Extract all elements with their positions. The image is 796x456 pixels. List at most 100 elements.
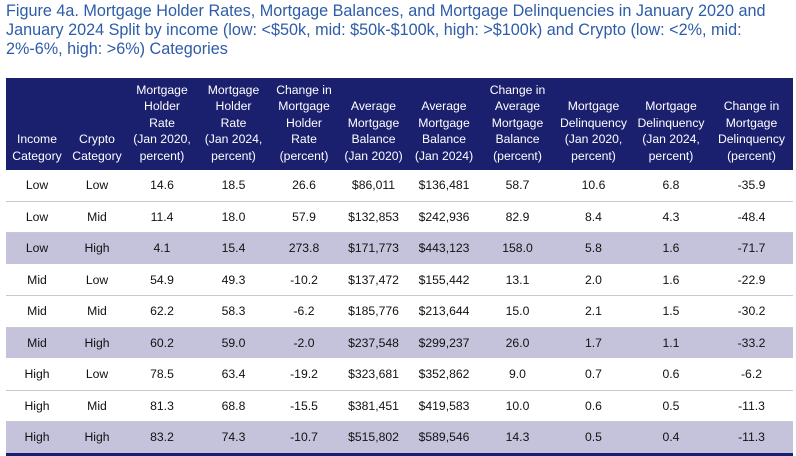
cell-delinquency-2024: 4.3 [632, 201, 710, 233]
data-table: Income Category Crypto Category Mortgage Hold… [6, 78, 793, 456]
cell-avg-balance-2020: $381,451 [339, 390, 408, 422]
cell-avg-balance-2020: $171,773 [339, 232, 408, 265]
column-header-line: Delinquency [637, 115, 705, 130]
table-header-row: Income Category Crypto Category Mortgage Hold… [6, 78, 793, 170]
column-header-line: Mortgage [491, 115, 544, 130]
column-header-line: Mortgage [207, 82, 260, 97]
cell-holder-rate-change: -19.2 [269, 358, 339, 391]
cell-holder-rate-change: -15.5 [269, 390, 339, 422]
column-header-line: Category [12, 148, 62, 163]
cell-income-category: Mid [6, 264, 68, 296]
cell-avg-balance-change: 9.0 [480, 358, 555, 391]
column-header-line: Delinquency [717, 132, 786, 146]
cell-holder-rate-2024: 63.4 [198, 358, 269, 391]
cell-crypto-category: Mid [68, 390, 126, 422]
cell-crypto-category: Mid [68, 295, 126, 328]
cell-avg-balance-2024: $155,442 [408, 264, 480, 296]
cell-income-category: Mid [6, 327, 68, 359]
cell-holder-rate-change: 26.6 [269, 170, 339, 202]
figure-title-line: Figure 4a. Mortgage Holder Rates, Mortga… [6, 2, 766, 20]
cell-avg-balance-2024: $213,644 [408, 295, 480, 328]
cell-avg-balance-change: 14.3 [480, 421, 555, 456]
cell-delinquency-2024: 0.5 [632, 390, 710, 422]
column-header-line: Balance [421, 132, 467, 146]
column-header-holder-rate-2024: Mortgage Holder Rate (Jan 2024, percent) [198, 78, 269, 170]
column-header-line: Holder [144, 99, 180, 113]
column-header-line: (Jan 2024) [414, 148, 474, 163]
table-row: Low Low 14.6 18.5 26.6 $86,011 $136,481 58.7 10.… [6, 170, 793, 202]
column-header-line: Holder [286, 115, 322, 130]
column-header-holder-rate-2020: Mortgage Holder Rate (Jan 2020, percent) [126, 78, 198, 170]
column-header-line: Rate [149, 115, 175, 130]
cell-delinquency-2020: 0.5 [555, 421, 632, 456]
column-header-line: percent) [648, 148, 694, 163]
cell-income-category: High [6, 390, 68, 422]
cell-holder-rate-2020: 78.5 [126, 358, 198, 391]
figure-title: Figure 4a. Mortgage Holder Rates, Mortga… [0, 0, 796, 60]
cell-delinquency-change: -30.2 [710, 295, 793, 328]
cell-avg-balance-2020: $515,802 [339, 421, 408, 456]
column-header-line: Change in [489, 82, 546, 97]
cell-delinquency-2024: 0.6 [632, 358, 710, 391]
column-header-line: Mortgage [278, 99, 330, 113]
cell-holder-rate-2020: 54.9 [126, 264, 198, 296]
column-header-line: Average [494, 99, 541, 113]
cell-avg-balance-change: 26.0 [480, 327, 555, 359]
cell-delinquency-2020: 1.7 [555, 327, 632, 359]
cell-income-category: Low [6, 201, 68, 233]
column-header-line: (percent) [279, 148, 329, 163]
column-header-line: Mortgage [347, 115, 400, 130]
column-header-line: Category [72, 148, 122, 163]
column-header-line: percent) [211, 148, 256, 163]
cell-holder-rate-2024: 74.3 [198, 421, 269, 456]
column-header-avg-balance-2024: Average Mortgage Balance (Jan 2024) [408, 78, 480, 170]
column-header-line: Change in [276, 82, 332, 97]
column-header-line: Mortgage [567, 99, 620, 113]
cell-delinquency-change: -71.7 [710, 232, 793, 265]
table-row: Mid Low 54.9 49.3 -10.2 $137,472 $155,442 13.1 2… [6, 264, 793, 296]
table-row: High High 83.2 74.3 -10.7 $515,802 $589,546 14.… [6, 421, 793, 456]
cell-income-category: Low [6, 232, 68, 265]
cell-holder-rate-2020: 4.1 [126, 232, 198, 265]
cell-delinquency-change: -33.2 [710, 327, 793, 359]
column-header-line: Mortgage [645, 99, 697, 113]
cell-holder-rate-2024: 58.3 [198, 295, 269, 328]
cell-avg-balance-change: 58.7 [480, 170, 555, 202]
cell-avg-balance-change: 158.0 [480, 232, 555, 265]
cell-holder-rate-2020: 83.2 [126, 421, 198, 456]
column-header-line: percent) [571, 148, 616, 163]
column-header-line: Average [350, 99, 397, 113]
column-header-line: (Jan 2020, [133, 132, 191, 146]
cell-holder-rate-change: 57.9 [269, 201, 339, 233]
column-header-line: (percent) [493, 148, 542, 163]
cell-crypto-category: Low [68, 358, 126, 391]
column-header-line: Change in [723, 99, 780, 113]
table-body: Low Low 14.6 18.5 26.6 $86,011 $136,481 58.7 10.… [6, 170, 793, 456]
column-header-line: (Jan 2020, [564, 132, 623, 146]
column-header-line: Income [17, 132, 57, 146]
cell-delinquency-2020: 10.6 [555, 170, 632, 202]
table-row: Mid High 60.2 59.0 -2.0 $237,548 $299,237 26.0 1… [6, 327, 793, 359]
cell-holder-rate-2024: 59.0 [198, 327, 269, 359]
figure-title-line: January 2024 Split by income (low: <$50k… [6, 21, 742, 39]
cell-holder-rate-2020: 60.2 [126, 327, 198, 359]
cell-delinquency-change: -11.3 [710, 390, 793, 422]
cell-income-category: Mid [6, 295, 68, 328]
table-row: Low High 4.1 15.4 273.8 $171,773 $443,123 158.0… [6, 232, 793, 265]
cell-delinquency-2020: 5.8 [555, 232, 632, 265]
column-header-avg-balance-2020: Average Mortgage Balance (Jan 2020) [339, 78, 408, 170]
cell-income-category: High [6, 358, 68, 391]
cell-holder-rate-change: -10.7 [269, 421, 339, 456]
cell-delinquency-2024: 1.1 [632, 327, 710, 359]
table-row: High Mid 81.3 68.8 -15.5 $381,451 $419,583 10.0… [6, 390, 793, 422]
column-header-line: Balance [351, 132, 396, 146]
column-header-delinquency-2024: Mortgage Delinquency (Jan 2024, percent) [632, 78, 710, 170]
table-row: Mid Mid 62.2 58.3 -6.2 $185,776 $213,644 15.0 2.… [6, 295, 793, 328]
cell-holder-rate-change: -2.0 [269, 327, 339, 359]
column-header-line: Balance [495, 132, 540, 146]
cell-crypto-category: Low [68, 170, 126, 202]
cell-holder-rate-2020: 14.6 [126, 170, 198, 202]
column-header-avg-balance-change: Change in Average Mortgage Balance (percent) [480, 78, 555, 170]
column-header-line: Mortgage [418, 115, 470, 130]
cell-delinquency-2024: 0.4 [632, 421, 710, 456]
